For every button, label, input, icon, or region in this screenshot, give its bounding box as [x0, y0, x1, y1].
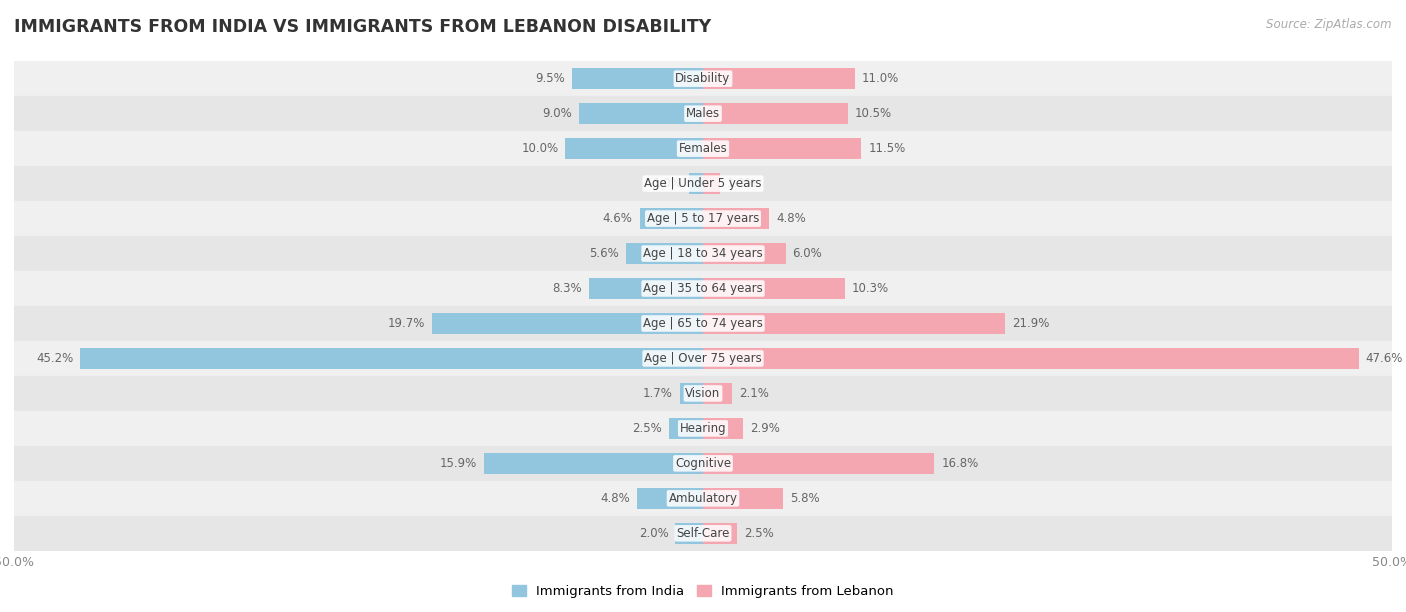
Text: 1.2%: 1.2% — [727, 177, 756, 190]
Bar — [14, 341, 1392, 376]
Text: 11.0%: 11.0% — [862, 72, 898, 85]
Bar — [679, 383, 703, 404]
Bar — [14, 131, 1392, 166]
Bar — [703, 243, 786, 264]
Bar — [703, 68, 855, 89]
Bar — [14, 306, 1392, 341]
Bar — [14, 481, 1392, 516]
Text: 9.0%: 9.0% — [543, 107, 572, 120]
Bar — [703, 173, 720, 194]
Bar — [669, 418, 703, 439]
Bar — [703, 453, 935, 474]
Bar — [703, 488, 783, 509]
Text: Hearing: Hearing — [679, 422, 727, 435]
Bar — [703, 383, 733, 404]
Bar — [432, 313, 703, 334]
Bar — [80, 348, 703, 369]
Text: Age | 5 to 17 years: Age | 5 to 17 years — [647, 212, 759, 225]
Text: 11.5%: 11.5% — [869, 142, 905, 155]
Text: 2.0%: 2.0% — [638, 527, 669, 540]
Text: Vision: Vision — [685, 387, 721, 400]
Bar — [589, 278, 703, 299]
Text: Disability: Disability — [675, 72, 731, 85]
Text: 2.1%: 2.1% — [738, 387, 769, 400]
Bar — [689, 173, 703, 194]
Legend: Immigrants from India, Immigrants from Lebanon: Immigrants from India, Immigrants from L… — [508, 580, 898, 603]
Text: 10.5%: 10.5% — [855, 107, 891, 120]
Text: Self-Care: Self-Care — [676, 527, 730, 540]
Text: 9.5%: 9.5% — [536, 72, 565, 85]
Bar — [14, 411, 1392, 446]
Text: 45.2%: 45.2% — [37, 352, 73, 365]
Text: 5.8%: 5.8% — [790, 492, 820, 505]
Text: 2.5%: 2.5% — [744, 527, 775, 540]
Text: 8.3%: 8.3% — [553, 282, 582, 295]
Bar — [703, 418, 742, 439]
Text: 47.6%: 47.6% — [1365, 352, 1403, 365]
Bar — [14, 446, 1392, 481]
Text: 2.9%: 2.9% — [749, 422, 780, 435]
Bar — [703, 523, 738, 544]
Bar — [640, 208, 703, 229]
Bar — [565, 138, 703, 159]
Text: 21.9%: 21.9% — [1012, 317, 1049, 330]
Text: Females: Females — [679, 142, 727, 155]
Text: IMMIGRANTS FROM INDIA VS IMMIGRANTS FROM LEBANON DISABILITY: IMMIGRANTS FROM INDIA VS IMMIGRANTS FROM… — [14, 18, 711, 36]
Text: 5.6%: 5.6% — [589, 247, 619, 260]
Text: 4.8%: 4.8% — [600, 492, 630, 505]
Bar — [14, 516, 1392, 551]
Bar — [14, 96, 1392, 131]
Text: 15.9%: 15.9% — [440, 457, 477, 470]
Text: Cognitive: Cognitive — [675, 457, 731, 470]
Bar — [703, 138, 862, 159]
Bar — [579, 103, 703, 124]
Text: 10.0%: 10.0% — [522, 142, 558, 155]
Text: 10.3%: 10.3% — [852, 282, 889, 295]
Text: Age | 65 to 74 years: Age | 65 to 74 years — [643, 317, 763, 330]
Bar — [703, 278, 845, 299]
Text: 1.7%: 1.7% — [643, 387, 672, 400]
Text: Age | Under 5 years: Age | Under 5 years — [644, 177, 762, 190]
Bar — [703, 313, 1005, 334]
Bar — [637, 488, 703, 509]
Text: 4.8%: 4.8% — [776, 212, 806, 225]
Text: 2.5%: 2.5% — [631, 422, 662, 435]
Text: Age | 18 to 34 years: Age | 18 to 34 years — [643, 247, 763, 260]
Bar — [703, 208, 769, 229]
Bar — [675, 523, 703, 544]
Text: Source: ZipAtlas.com: Source: ZipAtlas.com — [1267, 18, 1392, 31]
Text: 16.8%: 16.8% — [942, 457, 979, 470]
Bar — [14, 376, 1392, 411]
Bar — [703, 348, 1358, 369]
Text: 1.0%: 1.0% — [652, 177, 682, 190]
Bar — [14, 61, 1392, 96]
Text: 6.0%: 6.0% — [793, 247, 823, 260]
Bar — [14, 271, 1392, 306]
Bar — [572, 68, 703, 89]
Text: Ambulatory: Ambulatory — [668, 492, 738, 505]
Bar — [703, 103, 848, 124]
Text: 19.7%: 19.7% — [387, 317, 425, 330]
Bar — [14, 236, 1392, 271]
Text: Males: Males — [686, 107, 720, 120]
Text: Age | 35 to 64 years: Age | 35 to 64 years — [643, 282, 763, 295]
Bar — [14, 166, 1392, 201]
Text: 4.6%: 4.6% — [603, 212, 633, 225]
Bar — [14, 201, 1392, 236]
Bar — [626, 243, 703, 264]
Bar — [484, 453, 703, 474]
Text: Age | Over 75 years: Age | Over 75 years — [644, 352, 762, 365]
